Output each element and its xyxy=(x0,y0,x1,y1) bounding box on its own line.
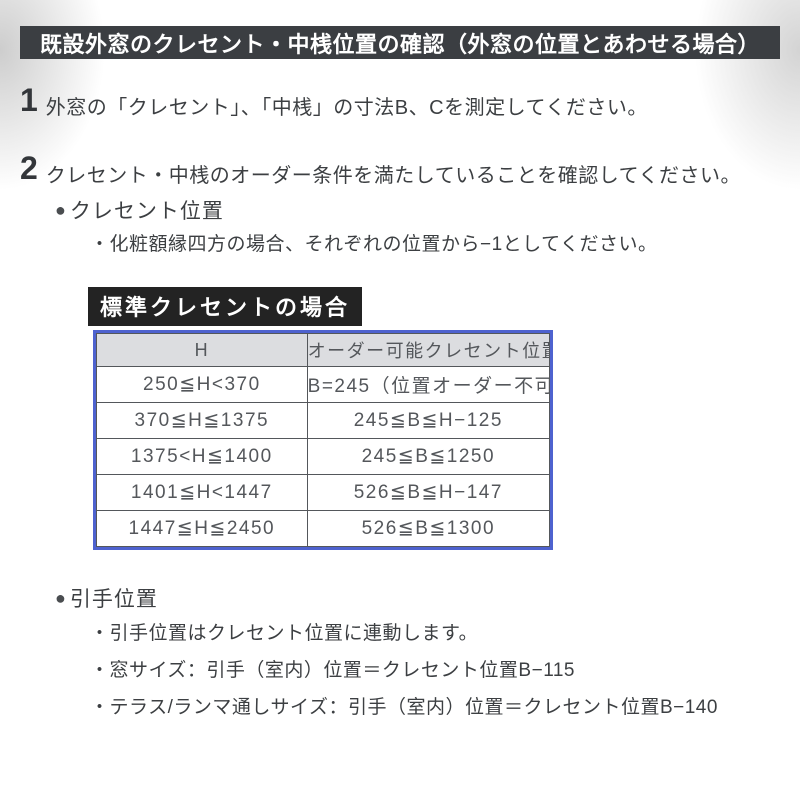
document-title: 既設外窓のクレセント・中桟位置の確認（外窓の位置とあわせる場合） xyxy=(39,31,760,57)
cell-b-range: 526≦B≦H−147 xyxy=(306,474,551,511)
handle-position-heading: ● 引手位置 xyxy=(55,583,158,613)
cell-b-range: 245≦B≦H−125 xyxy=(306,402,551,439)
step-2-text: クレセント・中桟のオーダー条件を満たしていることを確認してください。 xyxy=(45,165,741,187)
cell-h-range: 1375<H≦1400 xyxy=(96,438,308,475)
crescent-position-heading: ● クレセント位置 xyxy=(55,195,224,225)
cell-b-range: 245≦B≦1250 xyxy=(306,438,551,475)
cell-b-range: B=245（位置オーダー不可） xyxy=(306,366,551,403)
cell-h-range: 370≦H≦1375 xyxy=(96,402,308,439)
cell-h-range: 1401≦H<1447 xyxy=(96,474,308,511)
step-1-text: 外窓の「クレセント」、「中桟」の寸法B、Cを測定してください。 xyxy=(45,97,648,119)
cell-b-range: 526≦B≦1300 xyxy=(306,510,551,547)
handle-note-linked: ・引手位置はクレセント位置に連動します。 xyxy=(90,623,479,644)
step-2-number: 2 xyxy=(20,150,38,186)
table-row: 370≦H≦1375 245≦B≦H−125 xyxy=(96,402,551,439)
table-row: 250≦H<370 B=245（位置オーダー不可） xyxy=(96,366,551,403)
standard-crescent-label: 標準クレセントの場合 xyxy=(88,287,363,326)
bullet-icon: ● xyxy=(55,587,67,608)
document-title-bar: 既設外窓のクレセント・中桟位置の確認（外窓の位置とあわせる場合） xyxy=(20,26,780,59)
handle-position-label: 引手位置 xyxy=(69,588,158,611)
crescent-position-note: ・化粧額縁四方の場合、それぞれの位置から−1としてください。 xyxy=(90,234,658,255)
cell-h-range: 1447≦H≦2450 xyxy=(96,510,308,547)
step-2: 2 クレセント・中桟のオーダー条件を満たしていることを確認してください。 xyxy=(20,152,741,188)
table-row: 1375<H≦1400 245≦B≦1250 xyxy=(96,438,551,475)
table-header-h: H xyxy=(96,333,308,367)
table-header-row: H オーダー可能クレセント位置 xyxy=(96,333,551,367)
step-1-number: 1 xyxy=(20,82,38,118)
table-row: 1401≦H<1447 526≦B≦H−147 xyxy=(96,474,551,511)
table-row: 1447≦H≦2450 526≦B≦1300 xyxy=(96,510,551,547)
bullet-icon: ● xyxy=(55,199,67,220)
step-1: 1 外窓の「クレセント」、「中桟」の寸法B、Cを測定してください。 xyxy=(20,84,648,120)
handle-note-terrace-size: ・テラス/ランマ通しサイズ：引手（室内）位置＝クレセント位置B−140 xyxy=(90,697,718,718)
handle-note-window-size: ・窓サイズ：引手（室内）位置＝クレセント位置B−115 xyxy=(90,660,575,681)
table-header-order-position: オーダー可能クレセント位置 xyxy=(306,333,551,367)
crescent-position-label: クレセント位置 xyxy=(69,200,224,223)
crescent-position-table: H オーダー可能クレセント位置 250≦H<370 B=245（位置オーダー不可… xyxy=(93,330,553,550)
cell-h-range: 250≦H<370 xyxy=(96,366,308,403)
